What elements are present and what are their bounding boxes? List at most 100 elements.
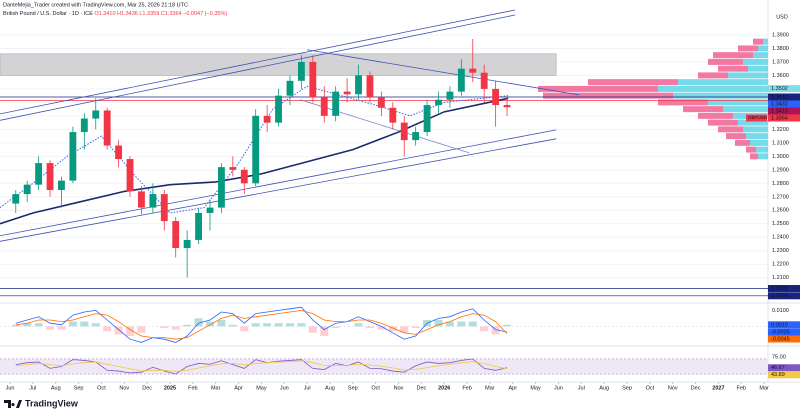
candle-body [195,212,202,240]
x-tick-label: May [256,385,267,391]
price-label-bg [768,364,800,372]
candle-body [343,91,351,95]
x-tick-label: Jun [554,385,563,391]
ohlc-open: O1.3410 [94,11,115,17]
moving-average [0,85,509,214]
volume-profile-bar [738,119,768,126]
macd-histogram [160,326,169,328]
candle-body [423,105,431,133]
volume-profile-bar [683,106,723,113]
price-label-bg [768,107,800,115]
macd-histogram [23,323,32,327]
volume-profile-bar [678,79,768,86]
y-tick-label: 1.2600 [772,208,789,214]
candle-body [412,132,420,141]
candle-body [457,68,465,92]
macd-histogram [194,318,203,327]
ohlc-change: −0.0047 (−0.35%) [183,11,227,17]
macd-tick-label: 0.0100 [772,308,789,314]
ohlc-close: C1.3364 [161,11,182,17]
symbol-title: British Pound / U.S. Dollar · 1D · ICE [3,11,93,17]
volume-profile-bar [750,139,768,146]
x-tick-label: Nov [668,385,678,391]
logo-icon [4,400,22,408]
x-tick-label: Apr [234,385,243,391]
candle-body [389,107,397,123]
volume-profile-bar [713,52,753,59]
y-tick-label: 1.3100 [772,140,789,146]
volume-profile-bar [543,92,673,99]
candle-body [172,221,180,249]
candle-body [469,68,477,73]
price-label-bg [768,321,800,329]
candle-body [366,75,374,97]
macd-histogram [457,321,466,327]
y-tick-label: 1.2900 [772,167,789,173]
macd-histogram [503,324,512,327]
macd-histogram [491,326,500,335]
x-tick-label: Aug [599,385,609,391]
volume-profile-bar [723,106,768,113]
macd-histogram [114,326,123,335]
candle-body [12,194,20,204]
macd-histogram [354,323,363,327]
volume-profile-bar [708,119,738,126]
candle-body [320,96,328,116]
candle-body [355,75,362,95]
x-tick-label: 2027 [712,385,724,391]
x-tick-label: Feb [737,385,746,391]
price-label: 46.67 [771,365,785,371]
candle-body [149,194,157,208]
ohlc-high: H1.3436 [117,11,138,17]
candle-body [492,88,500,106]
ohlc-low: L1.3359 [139,11,159,17]
volume-profile-bar [753,52,768,59]
volume-profile-bar [753,38,763,45]
x-tick-label: Mar [759,385,769,391]
macd-histogram [80,321,89,327]
candle-body [80,118,88,133]
resistance-zone [0,53,557,76]
macd-histogram [171,326,180,330]
volume-profile-bar [708,58,743,65]
y-tick-label: 1.2800 [772,181,789,187]
volume-profile-bar [738,45,758,52]
candle-body [275,95,282,123]
x-tick-label: Oct [371,385,380,391]
y-tick-label: 1.3600 [772,73,789,79]
macd-histogram [400,326,409,333]
candle-body [309,61,317,97]
volume-profile-bar [758,45,768,52]
volume-profile-bar [538,85,658,92]
candle-body [126,159,134,192]
candle-body [240,169,248,184]
candle-body [229,167,237,170]
macd-histogram [377,326,386,330]
price-label-bg [768,371,800,379]
macd-histogram [297,323,306,327]
volume-profile-bar [748,65,768,72]
y-tick-label: 1.2400 [772,235,789,241]
macd-histogram [434,320,443,327]
currency: USD [776,14,788,20]
rsi-line [15,358,508,375]
macd-histogram [137,326,146,333]
volume-profile-bar [746,146,756,153]
macd-histogram [411,326,420,328]
x-tick-label: May [530,385,541,391]
candle-body [58,180,65,191]
macd-line [15,309,508,340]
x-tick-label: Mar [485,385,495,391]
y-tick-label: 1.3200 [772,127,789,133]
candle-body [446,91,454,100]
macd-line [15,306,508,343]
symbol-label-bg [746,114,767,122]
x-tick-label: Nov [119,385,129,391]
candle-body [297,61,305,81]
price-label-bg [768,335,800,343]
macd-histogram [480,326,489,332]
y-tick-label: 1.3700 [772,59,789,65]
y-tick-label: 1.2200 [772,262,789,268]
x-tick-label: Feb [188,385,197,391]
